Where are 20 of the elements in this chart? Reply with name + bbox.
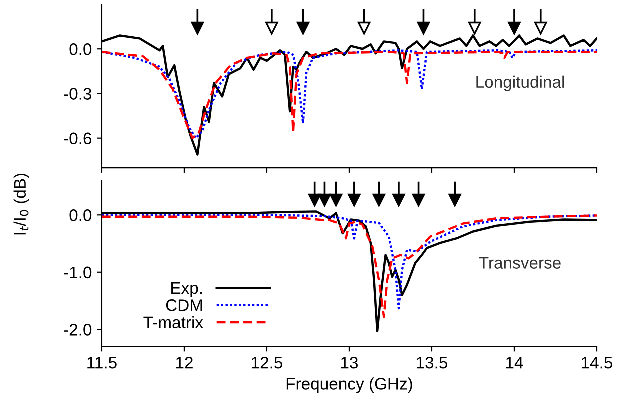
x-tick-label: 13 bbox=[341, 356, 358, 369]
legend-label: Exp. bbox=[172, 282, 202, 298]
legend-label: CDM bbox=[166, 300, 202, 312]
x-tick-label: 14.5 bbox=[582, 357, 613, 369]
x-tick-label: 12 bbox=[176, 356, 193, 369]
y-tick-label: 0.0 bbox=[70, 44, 92, 56]
annotation: Longitudinal bbox=[476, 76, 564, 92]
y-tick-label: -1.0 bbox=[64, 266, 92, 279]
x-axis-title: Frequency (GHz) bbox=[286, 378, 412, 394]
x-tick-label: 13.5 bbox=[417, 356, 448, 369]
legend-label: T-matrix bbox=[144, 316, 204, 329]
x-tick-label: 14 bbox=[506, 357, 524, 369]
x-tick-label: 11.5 bbox=[88, 357, 117, 369]
x-tick-label: 12.5 bbox=[252, 356, 282, 369]
y-tick-label: -0.6 bbox=[64, 132, 92, 145]
y-tick-label: -0.3 bbox=[64, 88, 92, 100]
annotation: Transverse bbox=[479, 257, 561, 269]
y-tick-label: 0.0 bbox=[70, 210, 92, 222]
y-axis-title: I$_{t}$/I$_{0}$ (dB) bbox=[14, 174, 30, 235]
y-tick-label: -2.0 bbox=[64, 324, 92, 336]
